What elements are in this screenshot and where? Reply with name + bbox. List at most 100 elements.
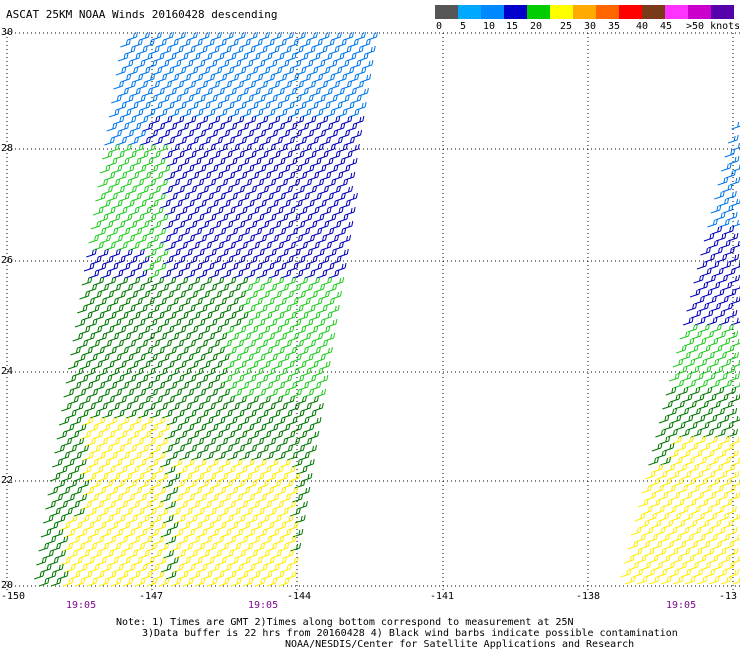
wind-barb — [235, 66, 247, 76]
wind-barb — [341, 45, 352, 55]
wind-barb — [156, 108, 168, 118]
wind-barb — [100, 528, 112, 538]
wind-barb — [219, 94, 230, 104]
wind-barb — [179, 192, 190, 202]
wind-barb — [153, 570, 165, 580]
wind-barb — [233, 45, 244, 55]
wind-barb — [216, 556, 227, 566]
wind-barb — [343, 101, 355, 111]
wind-barb — [283, 360, 295, 370]
wind-barb — [228, 556, 239, 566]
wind-barb — [714, 407, 726, 417]
wind-barb — [299, 227, 311, 237]
wind-barb — [716, 351, 727, 361]
wind-barb — [78, 444, 89, 454]
wind-barb — [708, 358, 720, 368]
lon-label-150: -150 — [1, 591, 26, 602]
wind-barb — [714, 309, 726, 319]
wind-barb — [193, 143, 204, 153]
wind-barb — [101, 563, 112, 573]
wind-barb — [191, 262, 203, 272]
wind-barb — [172, 269, 184, 279]
wind-barb — [152, 465, 164, 475]
wind-barb — [698, 400, 709, 410]
wind-barb — [130, 416, 142, 426]
wind-barb — [268, 458, 279, 468]
wind-barb — [56, 430, 68, 440]
wind-barb — [81, 311, 93, 321]
wind-barb — [287, 451, 298, 461]
wind-barb — [700, 561, 712, 571]
wind-barb — [176, 395, 187, 405]
wind-barb — [234, 514, 246, 524]
wind-barb — [291, 129, 303, 139]
wind-barb — [233, 563, 244, 573]
wind-barb — [703, 526, 714, 536]
wind-barb — [211, 325, 223, 335]
wind-barb — [713, 484, 725, 494]
wind-barb — [149, 45, 160, 55]
wind-barb — [651, 442, 663, 452]
wind-barb — [187, 290, 198, 300]
wind-barb — [95, 227, 107, 237]
wind-barb — [160, 528, 172, 538]
wind-barb — [342, 150, 353, 160]
wind-barb — [205, 472, 217, 482]
legend-swatch — [504, 5, 527, 19]
wind-barb — [719, 337, 731, 347]
wind-barb — [700, 344, 711, 354]
wind-barb — [239, 192, 250, 202]
wind-barb — [657, 491, 669, 501]
wind-barb — [204, 297, 215, 307]
wind-barb — [157, 143, 168, 153]
wind-barb — [279, 94, 290, 104]
wind-barb — [728, 134, 739, 144]
wind-barb — [198, 479, 210, 489]
wind-barb — [137, 45, 148, 55]
wind-barb — [66, 409, 77, 419]
wind-barb — [285, 535, 297, 545]
wind-barb — [192, 332, 204, 342]
wind-barb — [159, 164, 171, 174]
wind-barb — [683, 337, 695, 347]
wind-barb — [655, 547, 667, 557]
wind-barb — [693, 274, 705, 284]
wind-barb — [132, 367, 144, 377]
wind-barb — [305, 374, 317, 384]
wind-barb — [273, 570, 285, 580]
wind-barb — [725, 169, 737, 179]
wind-barb — [166, 416, 178, 426]
wind-barb — [103, 325, 115, 335]
wind-barb — [213, 311, 225, 321]
wind-barb — [166, 157, 178, 167]
wind-barb — [108, 367, 120, 377]
wind-barb — [238, 346, 249, 356]
wind-barb — [731, 219, 740, 228]
wind-barb — [82, 416, 94, 426]
wind-barb — [712, 365, 724, 375]
wind-barb — [157, 213, 169, 223]
wind-barb — [67, 549, 78, 559]
wind-barb — [322, 157, 334, 167]
wind-barb — [189, 52, 201, 62]
wind-barb — [98, 318, 110, 328]
wind-barb — [300, 297, 311, 307]
wind-barb — [213, 241, 224, 251]
wind-barb — [118, 346, 129, 356]
wind-barb — [190, 87, 201, 97]
wind-barb — [199, 290, 210, 300]
wind-barb — [131, 486, 143, 496]
wind-barb — [91, 290, 102, 300]
wind-barb — [228, 332, 240, 342]
wind-barb — [270, 255, 282, 265]
wind-barb — [269, 563, 280, 573]
wind-barb — [200, 206, 212, 216]
wind-barb — [295, 66, 307, 76]
wind-barb — [286, 157, 298, 167]
wind-barb — [294, 220, 306, 230]
wind-barb — [267, 353, 278, 363]
wind-barb — [253, 143, 264, 153]
wind-barb — [166, 381, 178, 391]
wind-barb — [307, 290, 318, 300]
wind-barb — [291, 94, 302, 104]
